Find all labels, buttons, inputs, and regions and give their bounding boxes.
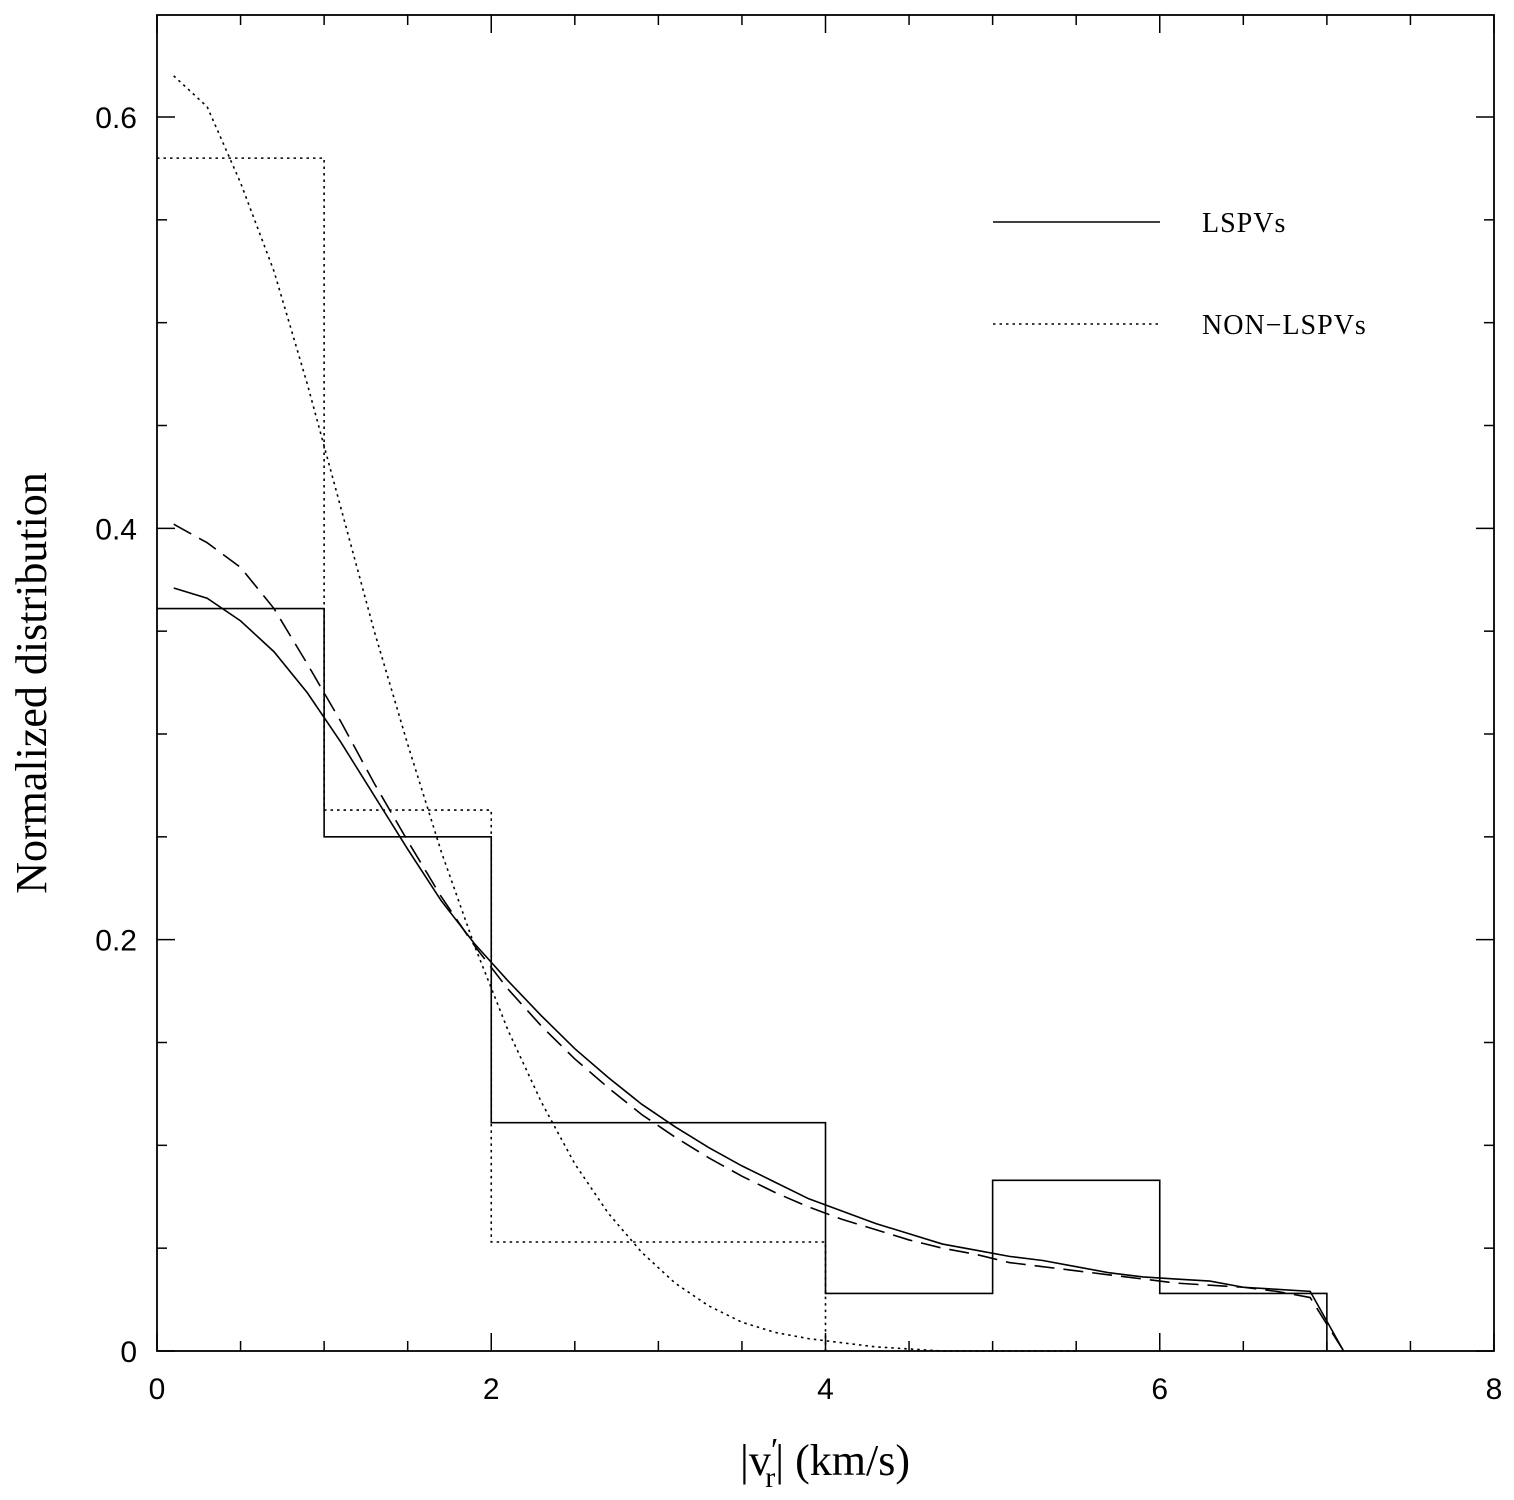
- x-axis-title-open: |v: [740, 1436, 771, 1485]
- axis-ticks: [156, 15, 1495, 1352]
- x-tick-label: 8: [1486, 1373, 1503, 1406]
- curve-dotted-4: [173, 75, 1077, 1352]
- x-axis-title-prime: ′: [771, 1432, 778, 1469]
- y-tick-label: 0.2: [95, 925, 137, 958]
- x-axis-title-sub: r: [765, 1461, 775, 1494]
- legend-label: NON−LSPVs: [1202, 310, 1367, 341]
- legend-label: LSPVs: [1202, 208, 1286, 239]
- y-axis-title: Normalized distribution: [7, 472, 56, 894]
- histogram-solid-0: [157, 607, 1328, 1351]
- x-tick-label: 0: [149, 1373, 166, 1406]
- curve-solid-2: [173, 587, 1345, 1352]
- histogram-dotted-1: [157, 157, 827, 1351]
- x-tick-label: 2: [483, 1373, 500, 1406]
- y-tick-label: 0.4: [95, 513, 137, 546]
- y-tick-label: 0.6: [95, 102, 137, 135]
- series-layer: [157, 75, 1345, 1352]
- axis-tick-labels: 0 2 4 6 8 0 0.2 0.4 0.6: [95, 102, 1502, 1406]
- y-tick-label: 0: [120, 1336, 137, 1369]
- legend: LSPVs NON−LSPVs: [993, 208, 1367, 341]
- x-axis-title-rest: | (km/s): [775, 1436, 910, 1485]
- x-tick-label: 4: [817, 1373, 834, 1406]
- x-tick-label: 6: [1151, 1373, 1168, 1406]
- x-axis-title: |v′ r| (km/s): [740, 1432, 910, 1494]
- curve-dashed-3: [173, 523, 1345, 1352]
